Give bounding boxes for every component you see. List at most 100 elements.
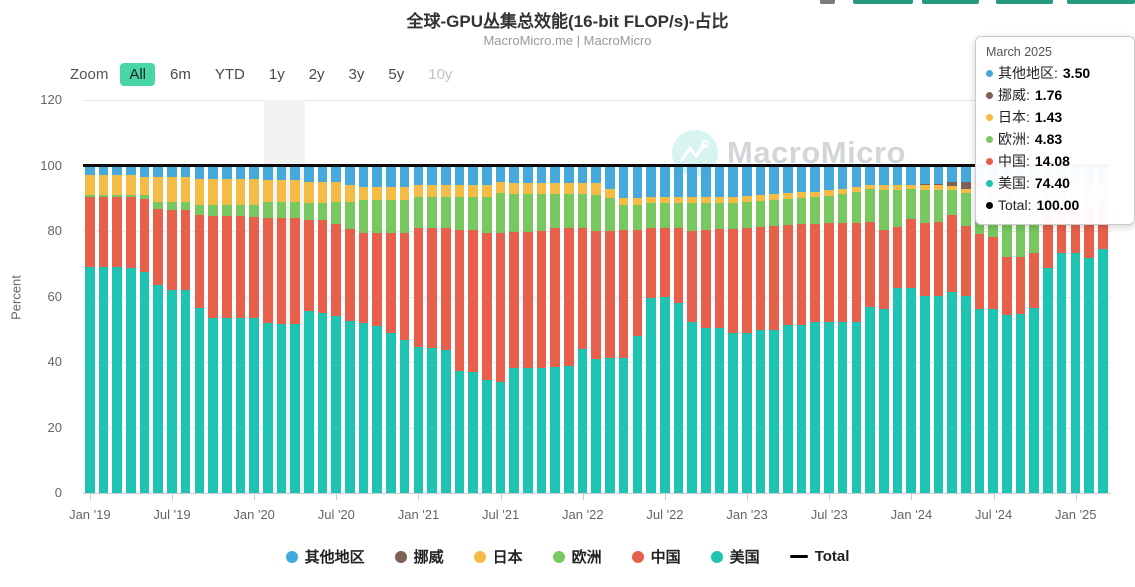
bar-2020-12[interactable] — [398, 100, 412, 493]
bar-2024-04[interactable] — [945, 100, 959, 493]
bar-2023-08[interactable] — [836, 100, 850, 493]
x-axis-tick — [664, 494, 666, 500]
zoom-range-button-2y[interactable]: 2y — [308, 66, 325, 83]
bar-2022-12[interactable] — [726, 100, 740, 493]
legend-item-日本[interactable]: 日本 — [473, 546, 523, 567]
bar-2023-11[interactable] — [877, 100, 891, 493]
bar-2019-08[interactable] — [179, 100, 193, 493]
bar-2019-03[interactable] — [110, 100, 124, 493]
segment-美国 — [906, 288, 916, 493]
bar-2021-01[interactable] — [412, 100, 426, 493]
bar-2022-10[interactable] — [699, 100, 713, 493]
zoom-range-button-ytd[interactable]: YTD — [214, 66, 245, 83]
bar-2020-01[interactable] — [247, 100, 261, 493]
bar-2020-07[interactable] — [329, 100, 343, 493]
bar-2024-03[interactable] — [932, 100, 946, 493]
bar-2021-04[interactable] — [453, 100, 467, 493]
legend-item-美国[interactable]: 美国 — [710, 546, 760, 567]
bar-2022-09[interactable] — [685, 100, 699, 493]
bar-2023-12[interactable] — [891, 100, 905, 493]
bar-2022-01[interactable] — [576, 100, 590, 493]
segment-中国 — [974, 233, 985, 310]
bar-2019-11[interactable] — [220, 100, 234, 493]
bar-2022-04[interactable] — [617, 100, 631, 493]
segment-日本 — [180, 176, 191, 202]
bar-2021-12[interactable] — [562, 100, 576, 493]
bar-2021-10[interactable] — [535, 100, 549, 493]
bar-2023-01[interactable] — [740, 100, 754, 493]
bar-2019-10[interactable] — [206, 100, 220, 493]
zoom-range-button-3y[interactable]: 3y — [348, 66, 365, 83]
zoom-range-button-all[interactable]: All — [120, 63, 156, 86]
bar-2020-08[interactable] — [343, 100, 357, 493]
legend-item-其他地区[interactable]: 其他地区 — [285, 546, 365, 567]
bar-2019-02[interactable] — [97, 100, 111, 493]
segment-美国 — [933, 296, 944, 493]
zoom-range-button-1y[interactable]: 1y — [268, 66, 285, 83]
segment-美国 — [1070, 252, 1081, 493]
bar-2022-08[interactable] — [672, 100, 686, 493]
zoom-range-button-5y[interactable]: 5y — [388, 66, 405, 83]
bar-2022-02[interactable] — [589, 100, 603, 493]
bar-2024-02[interactable] — [918, 100, 932, 493]
bar-2021-07[interactable] — [494, 100, 508, 493]
tooltip-series-label: 其他地区: — [998, 65, 1058, 81]
bar-2019-06[interactable] — [151, 100, 165, 493]
bar-2021-06[interactable] — [480, 100, 494, 493]
zoom-range-button-6m[interactable]: 6m — [170, 66, 191, 83]
bar-2019-01[interactable] — [83, 100, 97, 493]
bar-2020-05[interactable] — [302, 100, 316, 493]
legend-item-挪威[interactable]: 挪威 — [394, 546, 444, 567]
bar-2023-05[interactable] — [795, 100, 809, 493]
bar-2024-05[interactable] — [959, 100, 973, 493]
bar-2020-04[interactable] — [288, 100, 302, 493]
bar-2023-09[interactable] — [850, 100, 864, 493]
bar-2019-04[interactable] — [124, 100, 138, 493]
bar-2022-03[interactable] — [603, 100, 617, 493]
bar-2021-08[interactable] — [507, 100, 521, 493]
segment-日本 — [646, 196, 656, 204]
bar-2021-03[interactable] — [439, 100, 453, 493]
cutoff-button-fragment[interactable] — [922, 0, 979, 4]
bar-2023-07[interactable] — [822, 100, 836, 493]
segment-其他地区 — [262, 165, 273, 181]
cutoff-button-fragment[interactable] — [996, 0, 1053, 4]
cutoff-button-fragment[interactable] — [853, 0, 913, 4]
bar-2020-06[interactable] — [316, 100, 330, 493]
bar-2023-04[interactable] — [781, 100, 795, 493]
bar-2020-11[interactable] — [384, 100, 398, 493]
cutoff-button-fragment[interactable] — [820, 0, 835, 4]
bar-2021-11[interactable] — [548, 100, 562, 493]
bar-2019-12[interactable] — [234, 100, 248, 493]
bar-2023-03[interactable] — [767, 100, 781, 493]
cutoff-button-fragment[interactable] — [1067, 0, 1135, 4]
bar-2021-02[interactable] — [425, 100, 439, 493]
segment-其他地区 — [386, 165, 396, 187]
bar-2020-09[interactable] — [357, 100, 371, 493]
bar-2021-09[interactable] — [521, 100, 535, 493]
bar-2020-03[interactable] — [275, 100, 289, 493]
legend-item-欧洲[interactable]: 欧洲 — [552, 546, 602, 567]
bar-2023-02[interactable] — [754, 100, 768, 493]
bar-2019-05[interactable] — [138, 100, 152, 493]
bar-2023-06[interactable] — [808, 100, 822, 493]
bar-2020-02[interactable] — [261, 100, 275, 493]
bar-2021-05[interactable] — [466, 100, 480, 493]
bar-2019-09[interactable] — [193, 100, 207, 493]
bar-2022-05[interactable] — [631, 100, 645, 493]
segment-美国 — [536, 367, 547, 493]
bar-2024-01[interactable] — [904, 100, 918, 493]
segment-中国 — [919, 222, 930, 297]
bar-2022-11[interactable] — [713, 100, 727, 493]
bar-2019-07[interactable] — [165, 100, 179, 493]
legend-item-中国[interactable]: 中国 — [631, 546, 681, 567]
segment-其他地区 — [742, 165, 752, 196]
bar-2023-10[interactable] — [863, 100, 877, 493]
segment-美国 — [523, 367, 533, 493]
bar-2022-07[interactable] — [658, 100, 672, 493]
bar-2020-10[interactable] — [370, 100, 384, 493]
segment-中国 — [509, 231, 519, 368]
bar-2022-06[interactable] — [644, 100, 658, 493]
tooltip-series-label: 中国: — [998, 153, 1030, 169]
legend-item-Total[interactable]: Total — [789, 548, 849, 565]
